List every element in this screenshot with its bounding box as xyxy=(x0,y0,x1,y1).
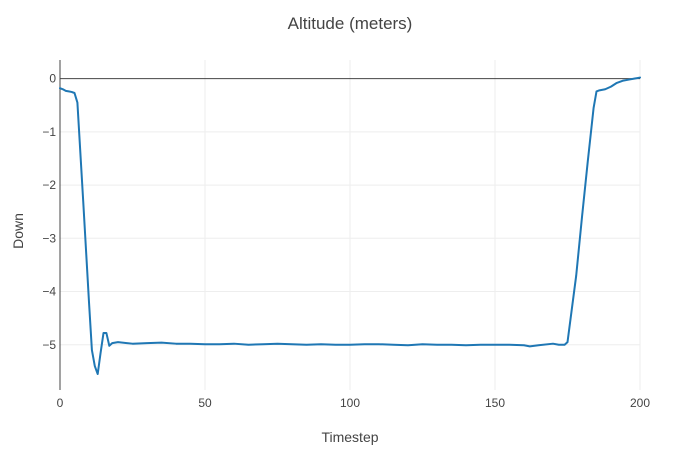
x-tick-label: 150 xyxy=(485,396,505,410)
y-tick-label: −3 xyxy=(42,231,56,245)
y-axis-label: Down xyxy=(10,213,26,249)
series-layer xyxy=(59,76,641,376)
y-tick-label: −2 xyxy=(42,178,56,192)
axes xyxy=(59,60,640,390)
x-tick-label: 200 xyxy=(630,396,650,410)
grid-lines xyxy=(60,60,641,390)
tick-labels: 0 50 100 150 200 0 −1 −2 −3 −4 −5 xyxy=(42,72,650,410)
y-tick-label: −4 xyxy=(42,285,56,299)
altitude-series-line xyxy=(59,76,641,376)
y-tick-label: −1 xyxy=(42,125,56,139)
y-tick-label: 0 xyxy=(49,72,56,86)
x-tick-label: 100 xyxy=(340,396,360,410)
y-tick-label: −5 xyxy=(42,338,56,352)
x-tick-label: 50 xyxy=(198,396,212,410)
x-axis-label: Timestep xyxy=(321,429,378,445)
x-tick-label: 0 xyxy=(57,396,64,410)
chart-title: Altitude (meters) xyxy=(288,14,413,33)
